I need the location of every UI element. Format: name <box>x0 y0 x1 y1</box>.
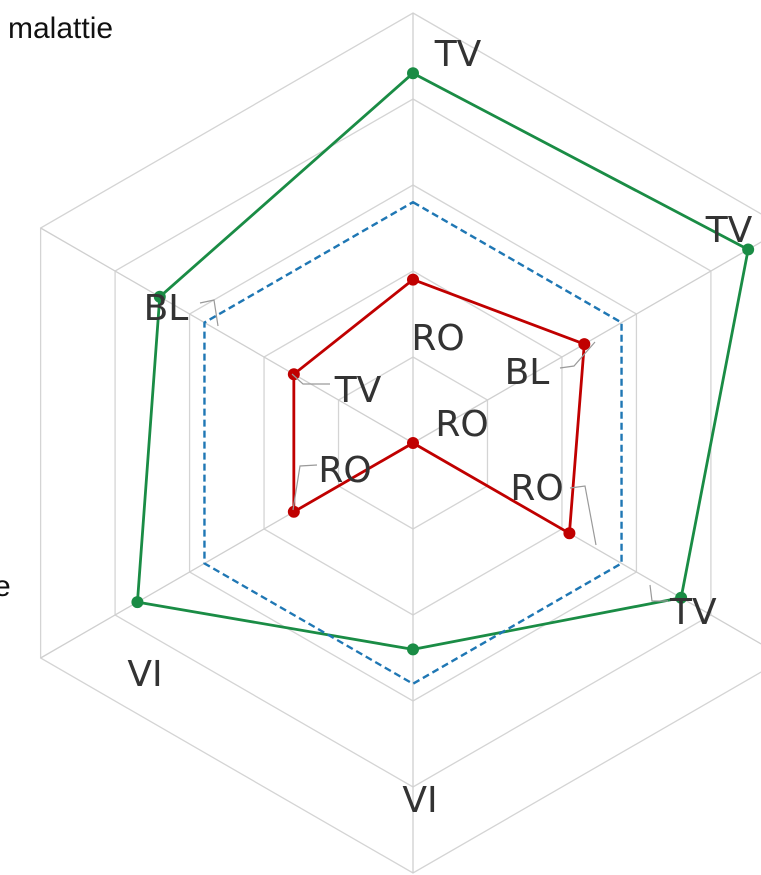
data-label-4: VI <box>127 654 162 695</box>
data-label-1: TV <box>705 210 753 251</box>
data-label-3: VI <box>402 780 437 821</box>
label-leader-5 <box>199 299 219 327</box>
data-label-10: RO <box>318 450 371 491</box>
series-0-point-3 <box>407 643 419 656</box>
data-label-11: TV <box>334 370 382 411</box>
series-2-point-1 <box>578 338 591 351</box>
data-label-0: TV <box>434 34 482 75</box>
series-2-point-0 <box>407 273 419 286</box>
label-leader-11 <box>291 373 330 385</box>
series-0-point-5 <box>153 290 166 303</box>
label-leader-2 <box>649 584 668 602</box>
label-leader-7 <box>559 341 596 369</box>
series-0-point-1 <box>742 243 755 256</box>
radar-series <box>131 67 755 685</box>
data-label-9: RO <box>435 404 488 445</box>
label-leaders <box>199 299 668 602</box>
data-label-6: RO <box>411 318 464 359</box>
series-line-0 <box>136 71 750 651</box>
data-label-7: BL <box>505 352 550 393</box>
series-2-point-4 <box>287 505 300 518</box>
series-2-point-3 <box>407 437 419 449</box>
data-label-8: RO <box>510 468 563 509</box>
series-0-point-0 <box>407 67 419 80</box>
radar-grid <box>39 12 761 874</box>
data-labels: TV TV TV VI VI BL RO BL RO RO RO TV <box>127 34 752 821</box>
series-0-point-2 <box>675 591 688 604</box>
axis-spoke-5 <box>40 227 414 444</box>
series-2-point-5 <box>287 368 300 381</box>
axis-spoke-1 <box>412 241 761 444</box>
data-label-2: TV <box>669 592 717 633</box>
chart-title-fragment: malattie <box>8 12 113 45</box>
label-leader-10 <box>292 464 318 511</box>
label-leader-8 <box>569 485 597 546</box>
cut-off-label: e <box>0 570 11 603</box>
series-2-point-2 <box>563 527 576 540</box>
series-0-point-4 <box>131 596 144 609</box>
data-label-5: BL <box>144 288 189 329</box>
series-line-1 <box>203 200 623 685</box>
